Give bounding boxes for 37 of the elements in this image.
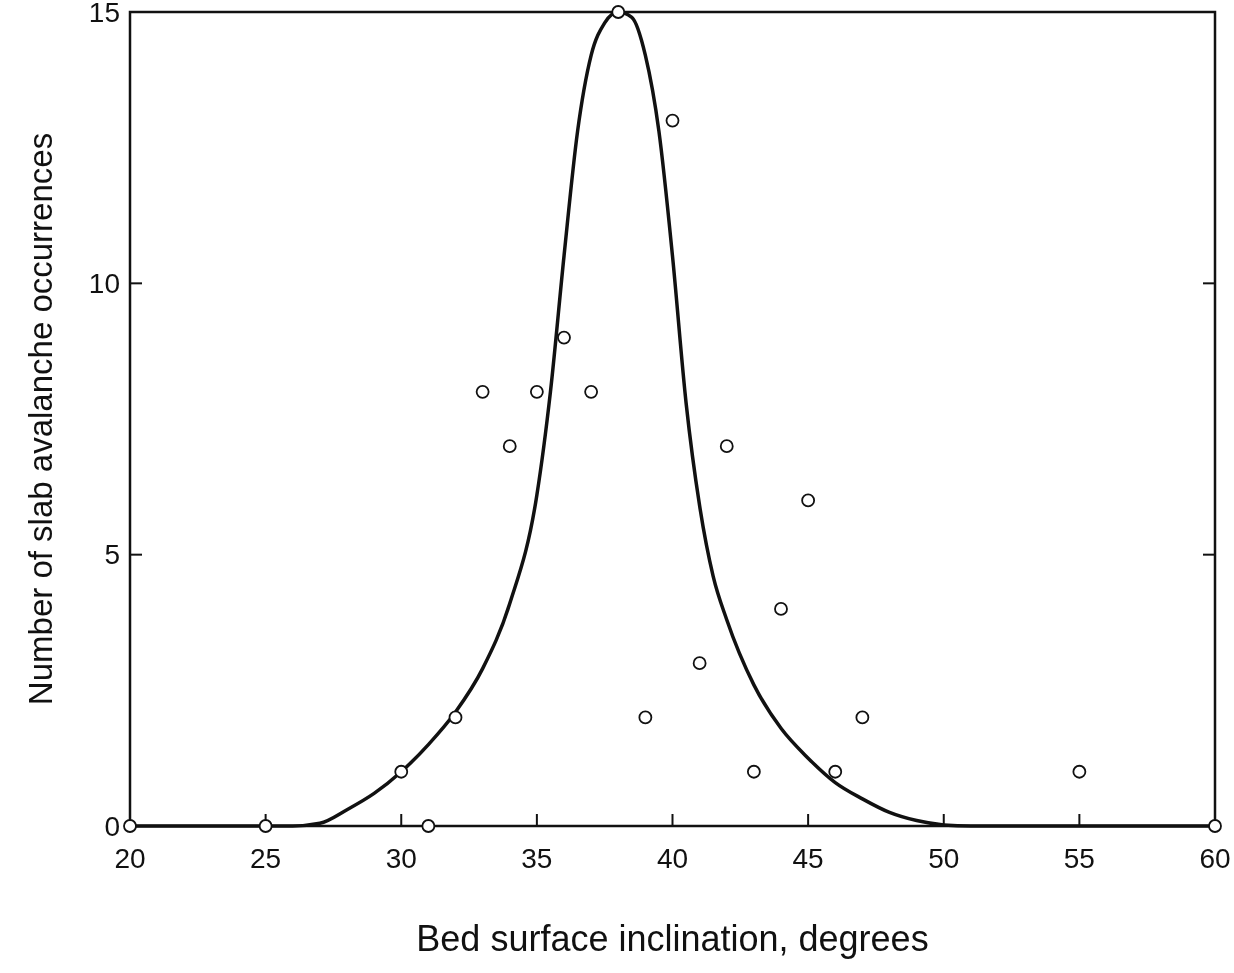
point <box>1208 819 1222 833</box>
point <box>1072 764 1087 779</box>
point <box>665 113 680 128</box>
x-tick-label: 35 <box>521 843 553 874</box>
point <box>258 819 273 833</box>
point <box>638 710 653 725</box>
point <box>557 330 571 345</box>
x-tick-label: 55 <box>1063 843 1095 874</box>
y-tick-label: 0 <box>104 810 120 842</box>
x-tick-label: 25 <box>250 843 282 874</box>
point <box>448 710 463 725</box>
x-tick-label: 20 <box>114 843 146 874</box>
x-tick-label: 30 <box>385 843 417 874</box>
x-tick-label: 45 <box>792 843 824 874</box>
point <box>394 764 409 779</box>
y-tick-label: 15 <box>88 0 120 28</box>
point <box>774 602 788 616</box>
point <box>502 439 517 454</box>
x-axis-title: Bed surface inclination, degrees <box>416 918 929 959</box>
y-axis-title: Number of slab avalanche occurrences <box>22 132 59 706</box>
point <box>611 5 626 19</box>
x-tick-label: 40 <box>656 843 689 874</box>
point <box>421 819 436 833</box>
point <box>475 384 490 399</box>
x-tick-label: 60 <box>1199 843 1231 874</box>
point <box>584 384 599 399</box>
point <box>123 819 137 833</box>
y-tick-label: 5 <box>104 539 120 571</box>
point <box>719 439 734 454</box>
point <box>746 764 761 779</box>
point <box>529 384 544 399</box>
point <box>828 764 843 779</box>
point <box>692 656 707 671</box>
y-tick-label: 10 <box>88 268 120 300</box>
point <box>801 493 816 508</box>
x-tick-label: 50 <box>928 843 960 874</box>
point <box>855 710 870 725</box>
